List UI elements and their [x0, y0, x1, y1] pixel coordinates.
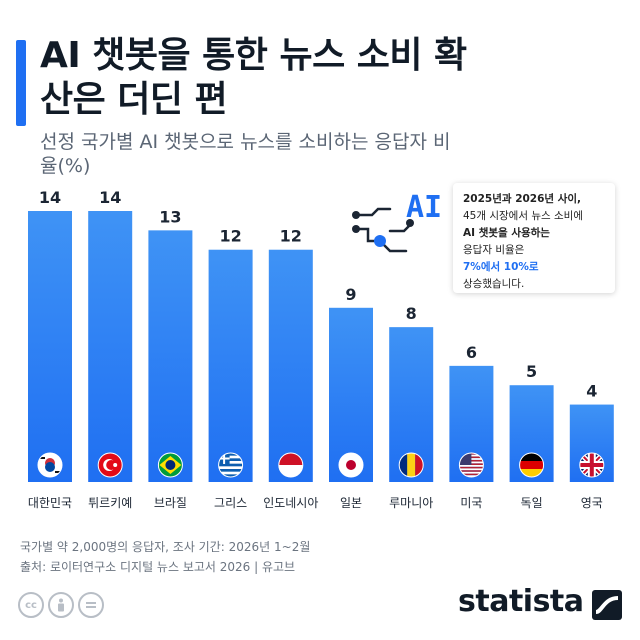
data-label-5: 9 — [345, 285, 356, 304]
bar-4 — [268, 249, 313, 482]
uk-flag-icon — [579, 452, 605, 478]
greece-flag-icon — [218, 452, 244, 478]
info-line-6: 상승했습니다. — [463, 278, 525, 290]
license-icons: cc — [18, 592, 104, 618]
data-label-6: 8 — [406, 304, 417, 323]
category-label-2: 브라질 — [154, 496, 187, 510]
data-label-1: 14 — [99, 188, 121, 207]
info-line-5: 7%에서 10%로 — [463, 261, 539, 273]
category-label-3: 그리스 — [214, 496, 247, 510]
ai-chip-icon: AI — [352, 190, 442, 253]
no-derivatives-icon — [78, 592, 104, 618]
footer-source: 출처: 로이터연구소 디지털 뉴스 보고서 2026 | 유고브 — [20, 560, 296, 574]
data-label-9: 4 — [586, 382, 597, 401]
japan-flag-icon — [338, 452, 364, 478]
romania-flag-icon — [398, 452, 424, 478]
data-label-2: 13 — [159, 207, 181, 226]
category-label-0: 대한민국 — [28, 496, 72, 510]
attribution-icon — [48, 592, 74, 618]
brazil-flag-icon — [157, 452, 183, 478]
germany-flag-icon — [519, 452, 545, 478]
data-label-7: 6 — [466, 343, 477, 362]
info-line-2: 45개 시장에서 뉴스 소비에 — [463, 210, 583, 222]
bar-1 — [88, 211, 133, 482]
data-label-0: 14 — [39, 188, 61, 207]
data-label-8: 5 — [526, 362, 537, 381]
info-line-4: 응답자 비율은 — [463, 244, 525, 256]
bar-2 — [148, 230, 193, 482]
category-label-7: 미국 — [460, 496, 482, 510]
south-korea-flag-icon — [37, 452, 63, 478]
indonesia-flag-icon — [278, 452, 304, 478]
usa-flag-icon — [458, 452, 484, 478]
chart-title: AI 챗봇을 통한 뉴스 소비 확산은 더딘 편 — [40, 35, 467, 120]
cc-icon: cc — [18, 592, 44, 618]
svg-text:AI: AI — [406, 190, 442, 225]
footer-note: 국가별 약 2,000명의 응답자, 조사 기간: 2026년 1~2월 — [20, 540, 311, 554]
info-line-1: 2025년과 2026년 사이, — [463, 193, 582, 205]
info-line-3: AI 챗봇을 사용하는 — [463, 227, 550, 239]
category-label-8: 독일 — [521, 496, 543, 510]
data-label-3: 12 — [219, 227, 241, 246]
bar-3 — [208, 249, 253, 482]
title-accent-bar — [16, 40, 26, 126]
statista-logo: statista — [458, 584, 584, 619]
category-label-9: 영국 — [581, 496, 603, 510]
turkey-flag-icon — [97, 452, 123, 478]
data-label-4: 12 — [280, 227, 302, 246]
category-label-4: 인도네시아 — [263, 496, 318, 510]
info-callout: 2025년과 2026년 사이, 45개 시장에서 뉴스 소비에 AI 챗봇을 … — [453, 183, 615, 293]
category-label-6: 루마니아 — [389, 496, 433, 510]
category-label-1: 튀르키예 — [88, 496, 132, 510]
bar-0 — [28, 211, 72, 482]
chart-subtitle: 선정 국가별 AI 챗봇으로 뉴스를 소비하는 응답자 비율(%) — [40, 131, 451, 177]
statista-logo-mark — [592, 590, 622, 620]
category-label-5: 일본 — [340, 496, 362, 510]
